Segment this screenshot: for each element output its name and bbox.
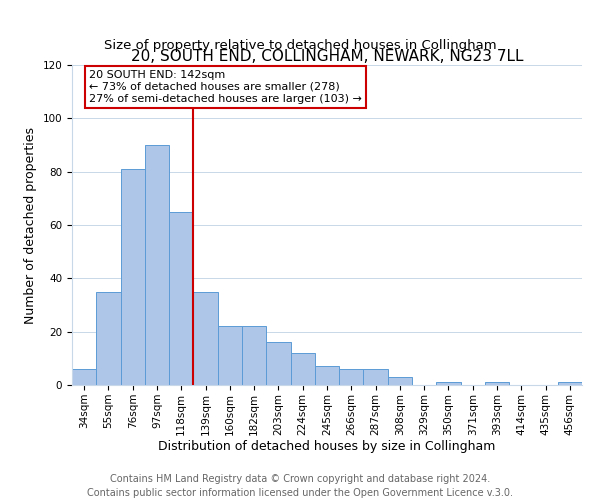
- Bar: [436, 382, 461, 385]
- Title: 20, SOUTH END, COLLINGHAM, NEWARK, NG23 7LL: 20, SOUTH END, COLLINGHAM, NEWARK, NG23 …: [131, 49, 523, 64]
- Bar: [242, 326, 266, 385]
- Bar: [218, 326, 242, 385]
- X-axis label: Distribution of detached houses by size in Collingham: Distribution of detached houses by size …: [158, 440, 496, 454]
- Y-axis label: Number of detached properties: Number of detached properties: [24, 126, 37, 324]
- Text: Size of property relative to detached houses in Collingham: Size of property relative to detached ho…: [104, 40, 496, 52]
- Bar: [169, 212, 193, 385]
- Bar: [121, 169, 145, 385]
- Text: Contains HM Land Registry data © Crown copyright and database right 2024.
Contai: Contains HM Land Registry data © Crown c…: [87, 474, 513, 498]
- Bar: [96, 292, 121, 385]
- Bar: [388, 377, 412, 385]
- Bar: [558, 382, 582, 385]
- Bar: [290, 353, 315, 385]
- Bar: [72, 369, 96, 385]
- Bar: [485, 382, 509, 385]
- Bar: [145, 145, 169, 385]
- Text: 20 SOUTH END: 142sqm
← 73% of detached houses are smaller (278)
27% of semi-deta: 20 SOUTH END: 142sqm ← 73% of detached h…: [89, 70, 362, 104]
- Bar: [339, 369, 364, 385]
- Bar: [193, 292, 218, 385]
- Bar: [315, 366, 339, 385]
- Bar: [364, 369, 388, 385]
- Bar: [266, 342, 290, 385]
